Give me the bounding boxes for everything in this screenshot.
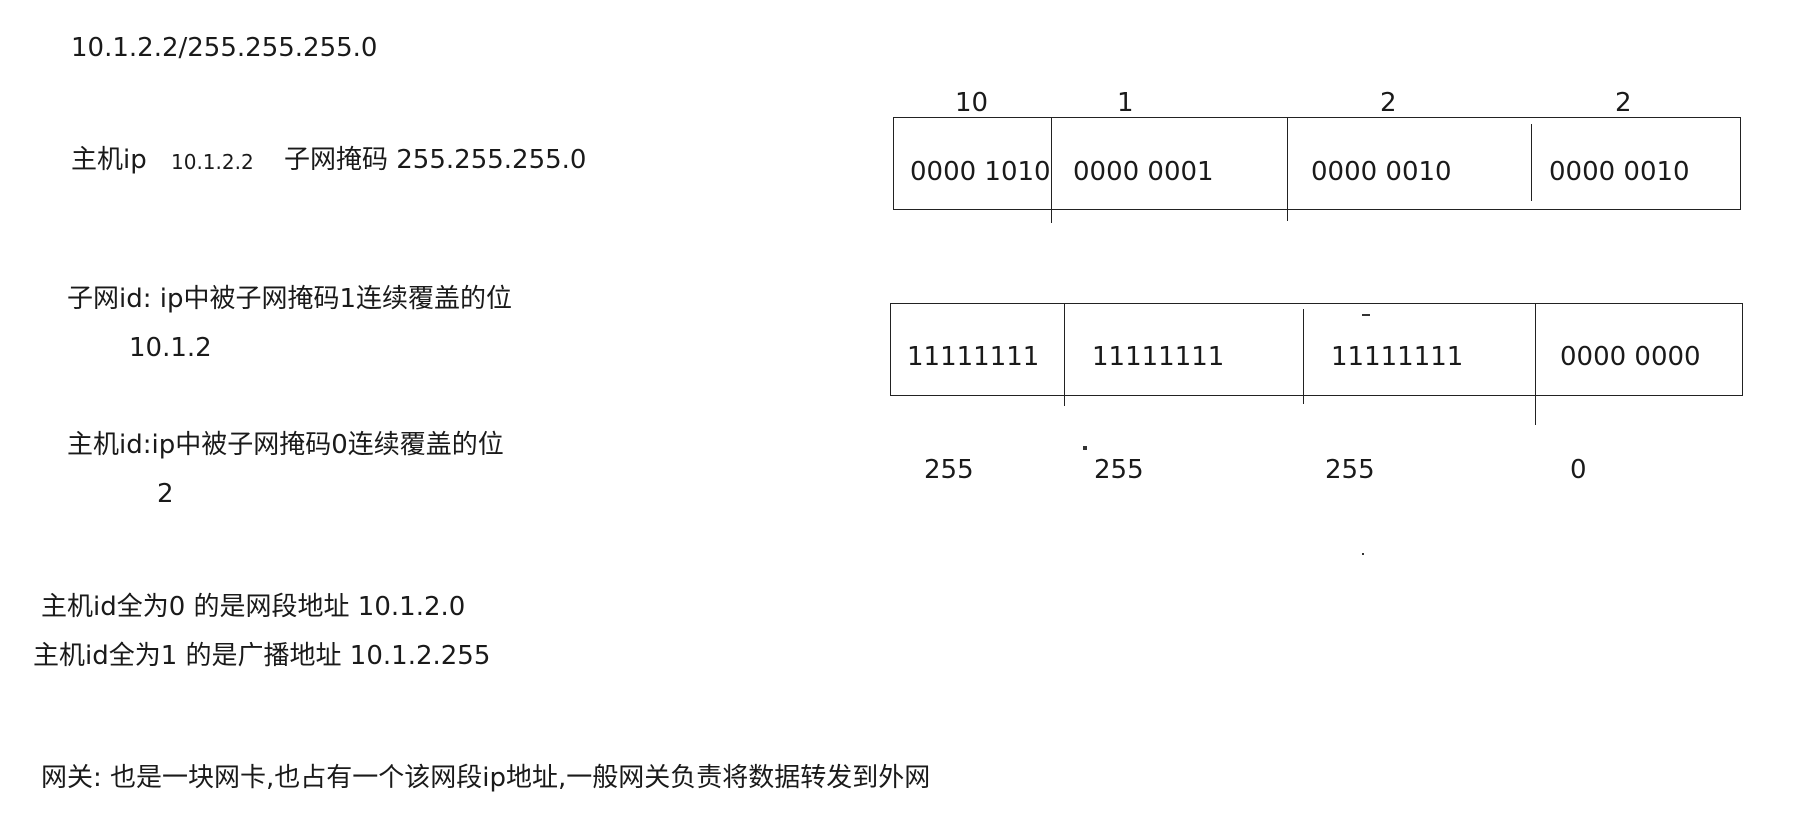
stray-mark [1083, 446, 1087, 450]
subnet-id-value: 10.1.2 [129, 333, 212, 363]
stray-mark [1362, 553, 1364, 555]
subnet-mask-label: 子网掩码 255.255.255.0 [284, 145, 587, 175]
ip-table-divider [1051, 117, 1052, 223]
mask-table-divider [1303, 309, 1304, 404]
mask-decimal-value: 255 [924, 455, 974, 485]
ip-binary-cell: 0000 1010 [910, 157, 1051, 187]
ip-binary-table [893, 117, 1741, 210]
ip-octet-header: 2 [1615, 88, 1632, 118]
broadcast-address-note: 主机id全为1 的是广播地址 10.1.2.255 [33, 641, 491, 671]
ip-table-divider [1531, 124, 1532, 201]
mask-binary-cell: 11111111 [1092, 342, 1225, 372]
mask-decimal-value: 0 [1570, 455, 1587, 485]
cidr-notation: 10.1.2.2/255.255.255.0 [71, 33, 378, 63]
ip-binary-cell: 0000 0010 [1549, 157, 1690, 187]
subnet-id-definition: 子网id: ip中被子网掩码1连续覆盖的位 [67, 284, 513, 314]
ip-octet-header: 2 [1380, 88, 1397, 118]
mask-decimal-value: 255 [1094, 455, 1144, 485]
mask-binary-cell: 0000 0000 [1560, 342, 1701, 372]
mask-binary-cell: 11111111 [907, 342, 1040, 372]
network-address-note: 主机id全为0 的是网段地址 10.1.2.0 [41, 592, 466, 622]
ip-table-divider [1287, 117, 1288, 221]
host-ip-label: 主机ip [71, 145, 147, 175]
mask-table-divider [1064, 303, 1065, 406]
mask-binary-table [890, 303, 1743, 396]
mask-decimal-value: 255 [1325, 455, 1375, 485]
host-id-definition: 主机id:ip中被子网掩码0连续覆盖的位 [67, 430, 504, 460]
ip-octet-header: 10 [955, 88, 989, 118]
host-ip-value: 10.1.2.2 [171, 150, 254, 174]
gateway-note: 网关: 也是一块网卡,也占有一个该网段ip地址,一般网关负责将数据转发到外网 [41, 763, 931, 793]
host-id-value: 2 [157, 479, 174, 509]
ip-binary-cell: 0000 0010 [1311, 157, 1452, 187]
stray-mark [1362, 314, 1370, 316]
ip-binary-cell: 0000 0001 [1073, 157, 1214, 187]
mask-table-divider [1535, 303, 1536, 425]
ip-octet-header: 1 [1117, 88, 1134, 118]
mask-binary-cell: 11111111 [1331, 342, 1464, 372]
